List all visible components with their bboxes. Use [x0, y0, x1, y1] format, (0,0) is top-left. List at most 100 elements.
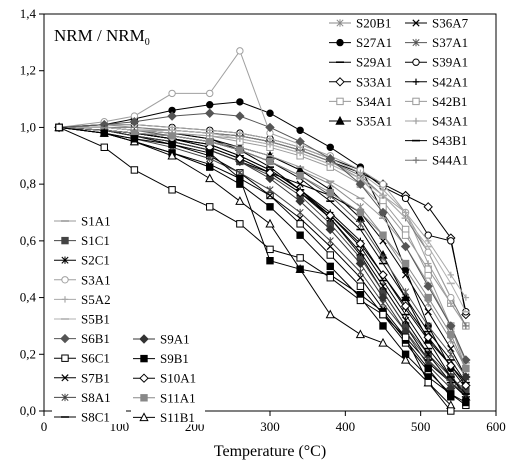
data-point — [402, 209, 409, 216]
data-point — [296, 254, 304, 262]
data-point — [423, 202, 433, 212]
data-point — [378, 270, 388, 280]
legend-marker — [412, 117, 420, 125]
chart-title-subscript: 0 — [145, 37, 150, 48]
data-point — [206, 89, 214, 98]
data-point — [401, 231, 410, 239]
x-tick-label: 300 — [260, 419, 280, 434]
legend-label: S42A1 — [432, 74, 468, 89]
legend-entry-s20b1: S20B1 — [327, 15, 401, 31]
legend-entry-s6c1: S6C1 — [52, 350, 126, 366]
data-point — [446, 321, 456, 331]
data-point — [446, 360, 456, 371]
y-tick-label: 0,8 — [20, 176, 36, 191]
legend-entry-s3a1: S3A1 — [52, 271, 126, 287]
legend-entry-s36a7: S36A7 — [403, 15, 477, 31]
data-point — [325, 309, 335, 319]
data-point — [100, 129, 108, 137]
series-unlabeled — [55, 123, 455, 415]
legend-marker — [412, 19, 420, 27]
data-point — [462, 322, 470, 330]
data-point — [265, 168, 275, 178]
data-point — [296, 180, 304, 188]
legend-label: S7B1 — [81, 370, 110, 385]
legend-entry-s42b1: S42B1 — [403, 93, 477, 109]
legend-marker — [61, 374, 69, 382]
legend-entry-bg — [403, 113, 477, 128]
y-tick-label: 0,2 — [20, 346, 36, 361]
legend-entry-s6b1: S6B1 — [52, 330, 126, 346]
legend-marker — [336, 38, 344, 47]
legend-label: S39A1 — [432, 55, 468, 70]
data-point — [205, 108, 215, 118]
data-point — [400, 354, 411, 364]
legend-entry-bg — [327, 93, 401, 109]
data-point — [379, 231, 387, 239]
legend-entry-bg — [131, 370, 205, 386]
chart-title-main: NRM / NRM — [54, 26, 145, 45]
data-point — [423, 332, 433, 342]
legend-label: S42B1 — [432, 94, 467, 109]
data-point — [425, 237, 432, 245]
legend-entry-s42a1: S42A1 — [403, 73, 477, 89]
legend-entry-bg — [327, 15, 401, 30]
data-point — [205, 173, 215, 183]
legend-marker — [139, 412, 149, 422]
legend-label: S29A1 — [356, 55, 392, 70]
x-tick-label: 500 — [411, 419, 431, 434]
legend-entry-bg — [327, 34, 401, 50]
data-point — [167, 111, 177, 121]
data-point — [236, 47, 244, 55]
data-point — [236, 129, 244, 137]
legend-marker — [412, 97, 420, 106]
legend-marker — [61, 236, 69, 245]
data-point — [355, 329, 366, 339]
legend-top: S20B1 S27A1 S29A1 S33A1 S34A1 S35A1 S36A7 S37A1… — [327, 15, 477, 168]
data-point — [325, 153, 335, 164]
data-point — [236, 174, 244, 183]
legend-entry-s1c1: S1C1 — [52, 232, 126, 248]
data-point — [167, 150, 177, 160]
data-point — [378, 337, 388, 347]
data-point — [206, 203, 214, 211]
data-point — [266, 157, 274, 166]
legend-marker — [412, 78, 420, 85]
legend-label: S11B1 — [160, 410, 195, 425]
legend-marker — [335, 77, 345, 87]
data-point — [462, 294, 470, 301]
series-s5b1 — [55, 126, 470, 313]
legend-marker — [139, 334, 149, 344]
legend-bottom: S1A1 S1C1 S2C1 S3A1 S5A2 S5B1 S6B1 S6C1 S7B1 S8A1… — [52, 213, 205, 425]
data-point — [447, 293, 455, 302]
legend-label: S1C1 — [81, 233, 110, 248]
data-point — [296, 265, 304, 273]
legend-entry-bg — [52, 389, 126, 405]
legend-entry-bg — [52, 409, 126, 424]
x-tick-label: 0 — [41, 419, 48, 434]
legend-entry-s43a1: S43A1 — [403, 113, 477, 129]
data-point — [423, 281, 433, 291]
data-point — [462, 364, 470, 373]
legend-entry-s8c1: S8C1 — [52, 409, 126, 425]
legend-entry-s2c1: S2C1 — [52, 252, 126, 268]
series-line — [59, 126, 452, 398]
legend-label: S20B1 — [356, 16, 391, 31]
data-point — [206, 101, 214, 109]
data-point — [356, 268, 364, 276]
data-point — [326, 237, 334, 245]
data-point — [326, 188, 334, 197]
legend-entry-bg — [403, 34, 477, 50]
data-point — [296, 220, 304, 228]
legend-entry-bg — [131, 409, 205, 425]
series-line — [58, 126, 452, 412]
data-point — [379, 180, 387, 188]
chart-title: NRM / NRM0 — [54, 26, 150, 48]
legend-label: S8A1 — [81, 390, 111, 405]
legend-entry-bg — [52, 311, 126, 326]
data-point — [266, 186, 274, 194]
data-point — [235, 111, 245, 121]
data-point — [168, 89, 176, 98]
legend-entry-bg — [131, 389, 205, 405]
data-point — [130, 166, 139, 174]
legend-entry-bg — [52, 330, 126, 346]
